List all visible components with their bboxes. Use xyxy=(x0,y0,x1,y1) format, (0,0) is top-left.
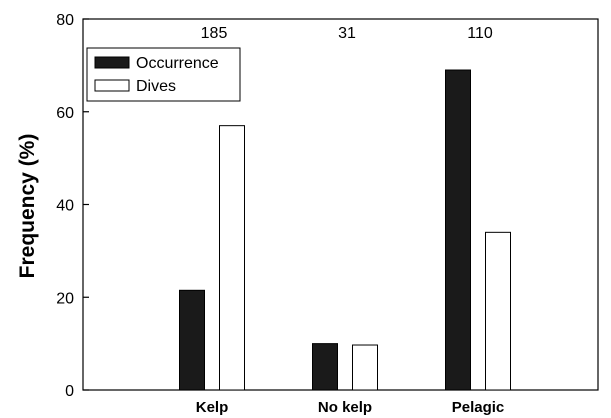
legend-label-occurrence: Occurrence xyxy=(136,55,219,72)
y-tick-label: 0 xyxy=(65,383,74,400)
y-tick-label: 20 xyxy=(56,290,74,307)
plot-axes xyxy=(82,18,599,391)
legend-swatch-occurrence xyxy=(94,56,130,69)
bar-dives-kelp xyxy=(219,125,245,391)
legend-label-dives: Dives xyxy=(136,78,176,95)
legend: Occurrence Dives xyxy=(86,47,241,102)
x-category-label: No kelp xyxy=(318,399,372,416)
bar-dives-no-kelp xyxy=(352,344,378,391)
bars-group xyxy=(179,69,511,391)
bar-dives-pelagic xyxy=(485,231,511,391)
sample-size-label: 31 xyxy=(338,25,356,42)
legend-swatch-dives xyxy=(94,79,130,92)
y-tick-label: 80 xyxy=(56,12,74,29)
labels-group: 0 20 40 60 80 Kelp 185 No kelp 31 Pelagic 110 xyxy=(56,12,504,416)
x-category-label: Kelp xyxy=(196,399,229,416)
y-tick-label: 40 xyxy=(56,198,74,215)
sample-size-label: 185 xyxy=(201,25,228,42)
y-axis-title: Frequency (%) xyxy=(16,134,39,279)
bar-occurrence-kelp xyxy=(179,289,205,391)
y-tick-label: 60 xyxy=(56,105,74,122)
bar-occurrence-no-kelp xyxy=(312,343,338,391)
x-category-label: Pelagic xyxy=(452,399,505,416)
bar-occurrence-pelagic xyxy=(445,69,471,391)
sample-size-label: 110 xyxy=(467,25,493,42)
